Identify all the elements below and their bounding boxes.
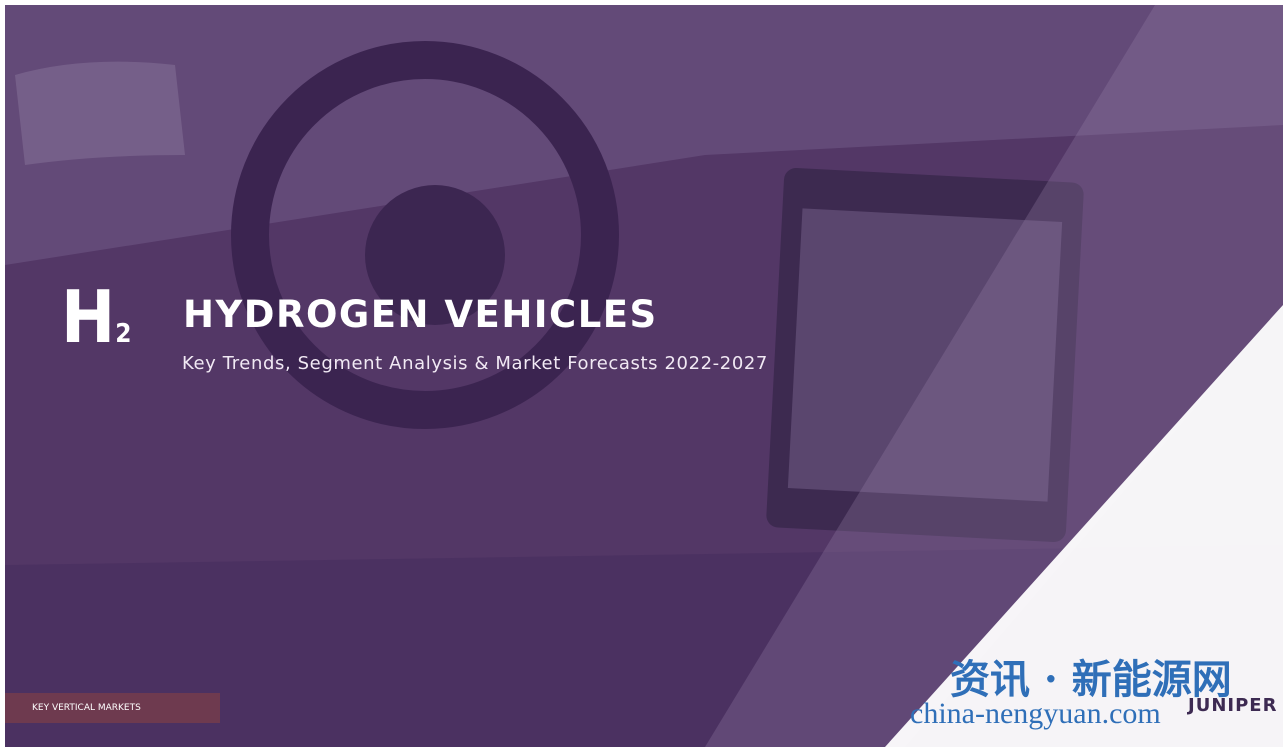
logo: JUNIPER <box>1188 695 1277 716</box>
title: HYDROGEN VEHICLES <box>183 293 658 336</box>
subtitle: Key Trends, Segment Analysis & Market Fo… <box>182 353 768 374</box>
section-tag: KEY VERTICAL MARKETS <box>5 693 220 723</box>
background-image <box>5 5 1283 747</box>
cover: H2 HYDROGEN VEHICLES Key Trends, Segment… <box>5 5 1283 747</box>
h2-icon: H2 <box>61 281 132 353</box>
icon-subscript: 2 <box>115 319 131 349</box>
page: H2 HYDROGEN VEHICLES Key Trends, Segment… <box>0 0 1283 747</box>
watermark-line2: china-nengyuan.com <box>910 697 1161 731</box>
icon-letter: H <box>61 275 115 359</box>
